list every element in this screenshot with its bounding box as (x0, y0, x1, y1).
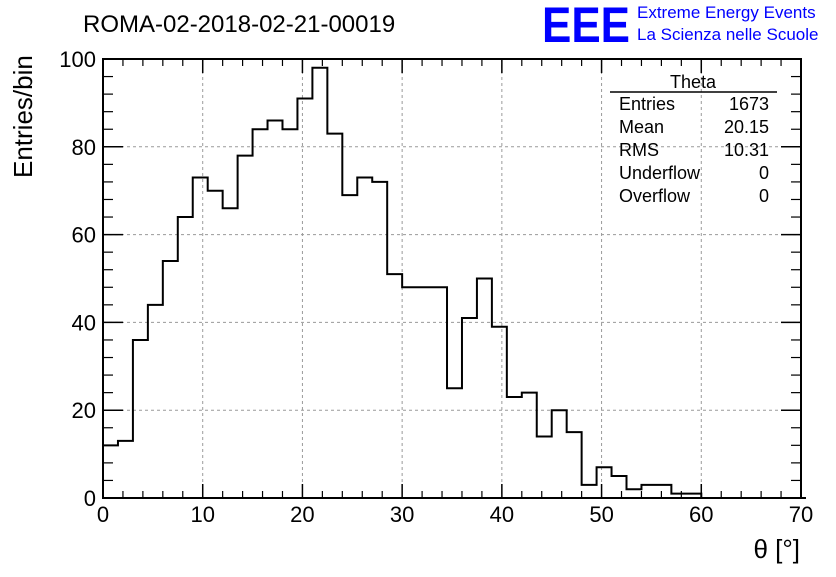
stat-value: 10.31 (724, 140, 769, 160)
plot-frame (102, 58, 802, 499)
stat-label: Mean (619, 117, 664, 137)
y-tick-label: 80 (72, 135, 96, 160)
y-tick-label: 40 (72, 310, 96, 335)
stat-label: Entries (619, 94, 675, 114)
stat-value: 20.15 (724, 117, 769, 137)
y-axis-label: Entries/bin (8, 55, 38, 178)
eee-logo: EEE (542, 0, 630, 53)
y-tick-label: 0 (84, 486, 96, 511)
eee-logo-group: EEE Extreme Energy Events La Scienza nel… (542, 0, 818, 53)
brand-line-2: La Scienza nelle Scuole (637, 25, 818, 44)
stat-label: Overflow (619, 186, 691, 206)
x-axis-label: θ [°] (753, 534, 800, 564)
x-tick-label: 60 (689, 502, 713, 527)
x-tick-label: 50 (589, 502, 613, 527)
brand-line-1: Extreme Energy Events (637, 3, 816, 22)
x-tick-label: 20 (290, 502, 314, 527)
x-tick-label: 0 (97, 502, 109, 527)
x-tick-label: 70 (789, 502, 813, 527)
stat-value: 1673 (729, 94, 769, 114)
y-tick-label: 100 (59, 47, 96, 72)
x-tick-label: 10 (190, 502, 214, 527)
y-tick-label: 60 (72, 223, 96, 248)
stat-label: RMS (619, 140, 659, 160)
axis-ticks (102, 58, 802, 499)
tick-labels: 0 10 20 30 40 50 60 70 0 20 40 60 80 100 (59, 47, 813, 527)
stats-box: Theta Entries 1673 Mean 20.15 RMS 10.31 Underf… (610, 72, 777, 206)
chart-title: ROMA-02-2018-02-21-00019 (83, 11, 395, 38)
x-tick-label: 30 (390, 502, 414, 527)
stat-value: 0 (759, 163, 769, 183)
y-tick-label: 20 (72, 398, 96, 423)
stats-rows: Entries 1673 Mean 20.15 RMS 10.31 Underflow 0 Ov… (619, 94, 769, 206)
histogram-line (102, 66, 806, 499)
x-tick-label: 40 (490, 502, 514, 527)
stat-label: Underflow (619, 163, 701, 183)
stat-value: 0 (759, 186, 769, 206)
grid-lines (103, 59, 801, 498)
stats-box-title: Theta (670, 72, 717, 92)
